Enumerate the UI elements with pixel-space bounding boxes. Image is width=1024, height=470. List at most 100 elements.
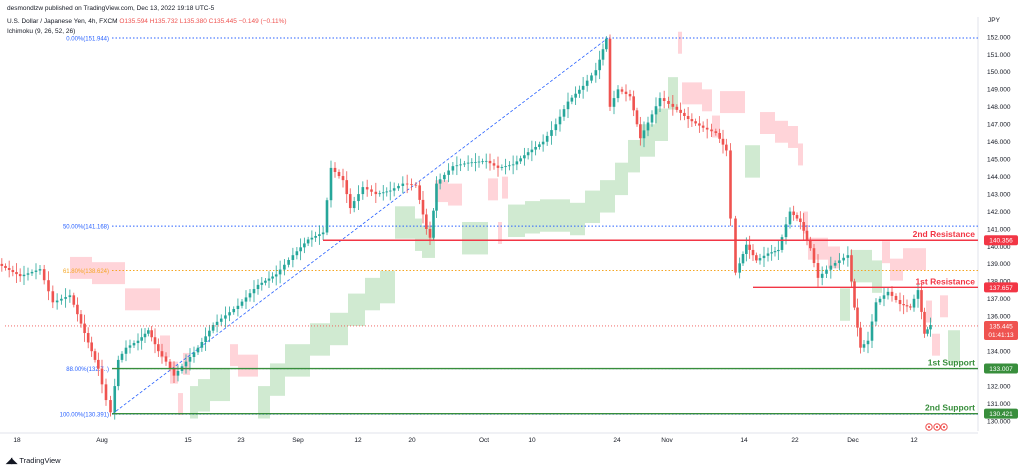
candle-body — [470, 162, 474, 164]
x-tick-label: Nov — [661, 437, 673, 444]
y-tick-label: 146.000 — [987, 139, 1011, 146]
tradingview-brand: TradingView — [19, 456, 61, 465]
cloud-bull-segment — [220, 368, 230, 402]
candle-body — [26, 273, 30, 275]
cloud-bull-segment — [270, 363, 285, 396]
candle-body — [690, 119, 694, 122]
candle-body — [295, 251, 299, 256]
candle-body — [4, 265, 7, 268]
x-tick-label: Sep — [292, 437, 304, 444]
candle-body — [278, 269, 282, 275]
cloud-bear-segment — [448, 183, 462, 206]
cloud-bull-segment — [403, 206, 415, 239]
candle-body — [120, 353, 124, 360]
candle-body — [83, 323, 86, 334]
candle-body — [792, 211, 795, 216]
x-tick-label: Aug — [96, 437, 108, 444]
cloud-bull-segment — [525, 201, 540, 234]
x-tick-label: 14 — [740, 437, 748, 444]
candle-body — [886, 291, 890, 296]
candle-body — [526, 152, 530, 156]
candle-body — [662, 98, 666, 101]
candle-body — [124, 347, 128, 354]
candle-body — [574, 93, 577, 98]
countdown-label: 01:41:13 — [988, 332, 1014, 339]
candle-body — [594, 70, 598, 76]
y-tick-label: 138.000 — [987, 279, 1011, 286]
cloud-bull-segment — [210, 368, 220, 402]
y-tick-label: 151.000 — [987, 52, 1011, 59]
candle-body — [912, 298, 916, 308]
candle-body — [418, 185, 421, 200]
candle-body — [523, 155, 526, 159]
candle-body — [859, 327, 862, 348]
candle-body — [481, 161, 484, 163]
event-marker-dot — [927, 425, 931, 429]
candle-body — [898, 299, 902, 305]
candle-body — [538, 144, 541, 147]
candle-body — [42, 269, 46, 281]
candle-body — [701, 125, 705, 128]
candle-body — [534, 146, 537, 150]
candle-body — [920, 290, 923, 312]
candle-body — [558, 116, 562, 125]
candle-body — [734, 218, 737, 273]
cloud-bull-segment — [348, 293, 365, 326]
candle-body — [455, 165, 459, 167]
candle-body — [805, 230, 809, 240]
x-tick-label: 22 — [791, 437, 799, 444]
cloud-bear-segment — [732, 91, 745, 114]
candle-body — [287, 259, 290, 265]
candle-body — [160, 351, 164, 357]
fib-level-label: 88.00%(132.7..) — [66, 367, 109, 373]
candle-body — [650, 114, 654, 123]
cloud-bear-segment — [498, 222, 502, 244]
candle-body — [829, 265, 833, 270]
candle-body — [150, 330, 153, 338]
cloud-bear-segment — [932, 333, 940, 356]
y-tick-label: 148.000 — [987, 104, 1011, 111]
symbol-title: U.S. Dollar / Japanese Yen, 4h, FXCM — [7, 18, 118, 25]
candle-body — [694, 121, 697, 124]
candle-body — [635, 110, 639, 125]
candle-body — [773, 251, 777, 253]
candle-body — [357, 194, 360, 202]
cloud-bull-segment — [395, 206, 403, 239]
candle-body — [365, 187, 369, 190]
cloud-bear-segment — [92, 262, 112, 285]
cloud-bull-segment — [872, 260, 882, 293]
candle-body — [204, 336, 207, 343]
tradingview-logo: ◢◣ TradingView — [6, 456, 61, 465]
candle-body — [856, 307, 859, 328]
candle-body — [51, 291, 55, 303]
candle-body — [425, 214, 428, 229]
candle-body — [76, 304, 79, 315]
candle-body — [866, 340, 870, 345]
cloud-bear-segment — [940, 295, 948, 318]
candle-body — [890, 291, 894, 296]
cloud-bear-segment — [818, 237, 828, 260]
candle-body — [252, 289, 256, 294]
indicator-label[interactable]: Ichimoku (9, 26, 52, 26) — [7, 28, 76, 35]
candle-body — [299, 247, 302, 252]
candle-body — [484, 160, 488, 162]
candle-body — [870, 321, 874, 341]
candle-body — [264, 280, 267, 283]
cloud-bear-segment — [712, 115, 720, 138]
cloud-bear-segment — [798, 143, 803, 166]
candle-body — [79, 314, 83, 324]
cloud-bull-segment — [462, 222, 475, 255]
candle-body — [345, 180, 349, 195]
candle-body — [348, 194, 352, 209]
candle-body — [466, 162, 470, 164]
level-label: 2nd Support — [925, 403, 975, 413]
candle-body — [755, 255, 758, 261]
cloud-bull-segment — [508, 204, 525, 237]
level-label: 2nd Resistance — [913, 229, 976, 239]
cloud-bull-segment — [585, 190, 600, 224]
candle-body — [397, 185, 400, 189]
candle-body — [698, 123, 701, 126]
level-price-label: 130.421 — [989, 411, 1013, 418]
candle-body — [90, 342, 93, 352]
